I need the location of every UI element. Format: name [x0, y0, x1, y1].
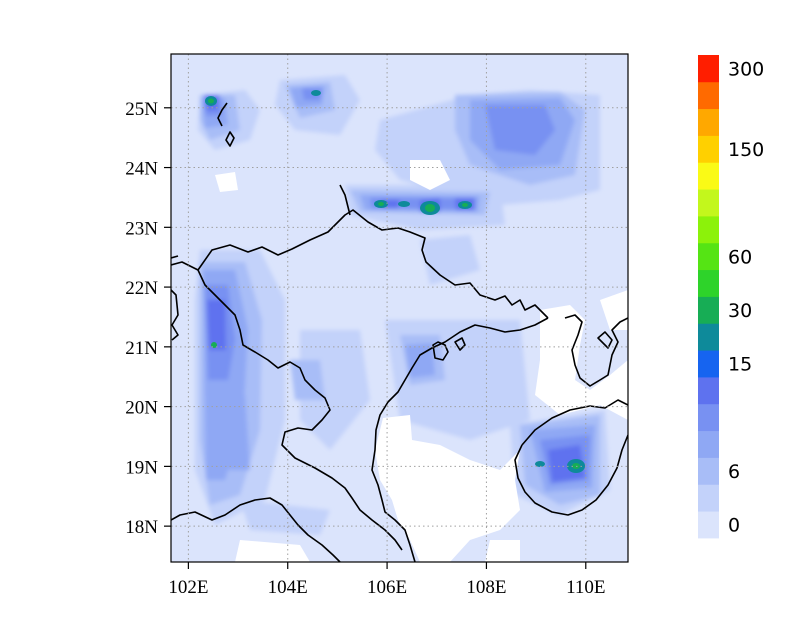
colorbar-swatch [698, 108, 719, 136]
no-data-regions [215, 160, 628, 562]
lat-tick-label: 25N [125, 99, 158, 120]
colorbar-swatch [698, 511, 719, 539]
lat-tick-label: 23N [125, 218, 158, 239]
map-gridlines [171, 54, 628, 562]
colorbar: 0 6 15 30 60 150 300 [698, 55, 764, 539]
colorbar-swatch [698, 216, 719, 244]
colorbar-swatch [698, 323, 719, 351]
lat-tick-label: 24N [125, 159, 158, 180]
lon-tick-label: 110E [566, 577, 605, 598]
colorbar-swatch [698, 377, 719, 405]
precip-contours [195, 75, 610, 535]
lat-tick-label: 18N [125, 517, 158, 538]
colorbar-label: 300 [728, 58, 764, 80]
colorbar-swatch [698, 269, 719, 297]
colorbar-swatch [698, 484, 719, 512]
longitude-axis: 102E 104E 106E 108E 110E [168, 562, 605, 598]
colorbar-label: 30 [728, 300, 752, 322]
colorbar-swatch [698, 81, 719, 110]
map-plot-area [171, 54, 628, 562]
latitude-axis: 18N 19N 20N 21N 22N 23N 24N 25N [125, 99, 171, 538]
lat-tick-label: 20N [125, 398, 158, 419]
colorbar-swatch [698, 162, 719, 190]
lat-tick-label: 21N [125, 338, 158, 359]
colorbar-swatch [698, 403, 719, 432]
coastlines-borders [171, 102, 628, 562]
colorbar-swatch [698, 430, 719, 458]
colorbar-swatch [698, 457, 719, 485]
map-frame [170, 53, 629, 563]
colorbar-swatch [698, 189, 719, 217]
lon-tick-label: 104E [268, 577, 308, 598]
lon-tick-label: 106E [367, 577, 407, 598]
lon-tick-label: 108E [466, 577, 506, 598]
colorbar-label: 150 [728, 139, 764, 161]
colorbar-label: 6 [728, 461, 740, 483]
lon-tick-label: 102E [168, 577, 208, 598]
colorbar-swatch [698, 350, 719, 378]
lat-tick-label: 22N [125, 278, 158, 299]
colorbar-label: 15 [728, 354, 752, 376]
colorbar-swatch [698, 135, 719, 163]
colorbar-label: 0 [728, 515, 740, 537]
colorbar-swatch [698, 242, 719, 271]
precip-peaks [205, 90, 585, 473]
colorbar-swatch [698, 296, 719, 324]
colorbar-label: 60 [728, 246, 752, 268]
lat-tick-label: 19N [125, 457, 158, 478]
colorbar-swatch [698, 55, 719, 83]
